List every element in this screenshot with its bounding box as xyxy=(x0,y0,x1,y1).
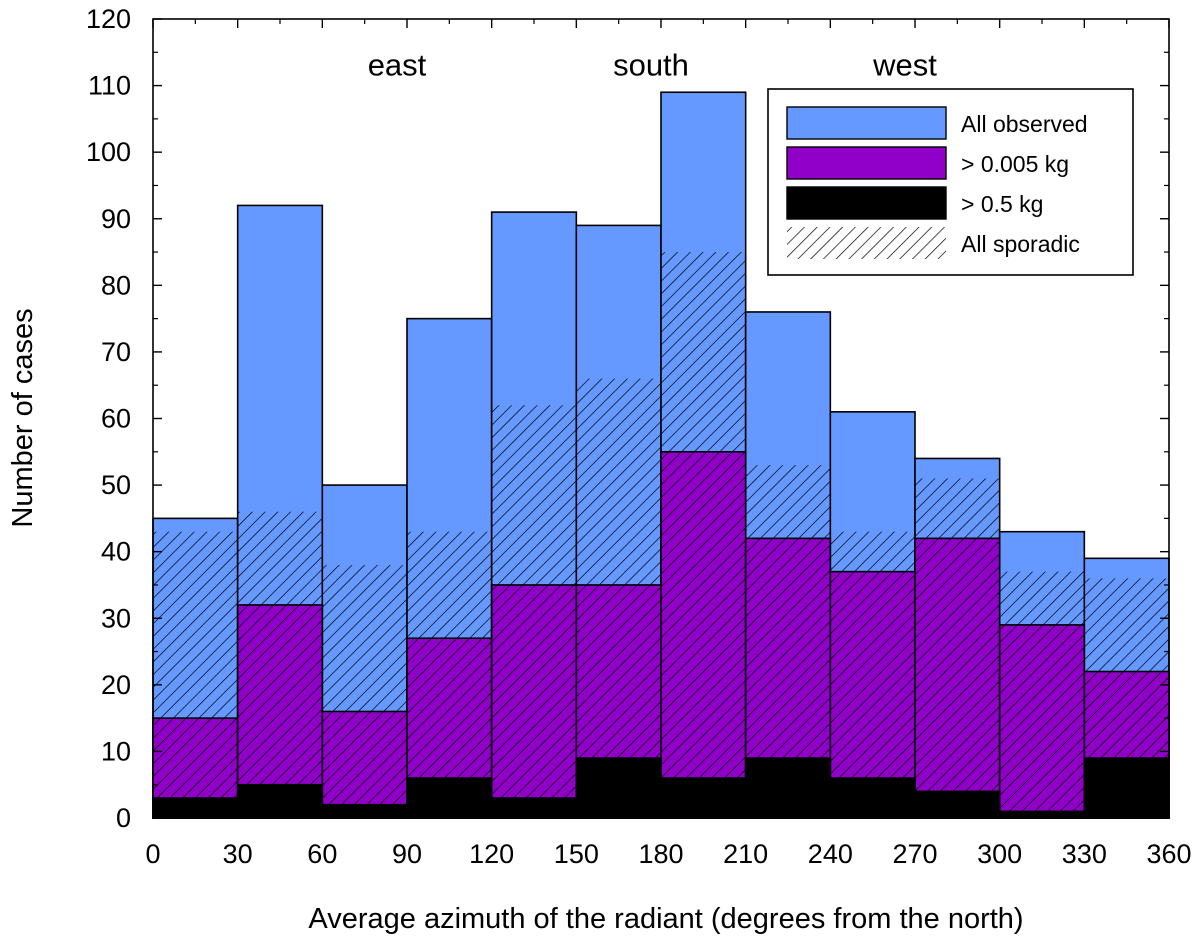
bar-all-sporadic-3 xyxy=(407,531,492,818)
y-tick-label-60: 60 xyxy=(101,404,131,434)
x-tick-label-300: 300 xyxy=(977,839,1022,869)
bar-all-sporadic-8 xyxy=(830,531,915,818)
y-tick-label-110: 110 xyxy=(88,71,131,101)
x-tick-label-60: 60 xyxy=(307,839,337,869)
bar-all-sporadic-6 xyxy=(661,252,746,818)
y-tick-label-0: 0 xyxy=(116,803,131,833)
x-axis-title: Average azimuth of the radiant (degrees … xyxy=(308,903,1023,935)
bar-all-sporadic-0 xyxy=(153,531,238,818)
x-tick-label-0: 0 xyxy=(145,839,160,869)
y-tick-label-90: 90 xyxy=(101,204,131,234)
bar-all-sporadic-1 xyxy=(237,511,323,818)
y-tick-label-40: 40 xyxy=(101,537,131,567)
legend-label-all-observed: All observed xyxy=(961,111,1088,137)
bar-all-sporadic-7 xyxy=(745,465,831,818)
annotation-south: south xyxy=(613,48,689,83)
bar-all-sporadic-5 xyxy=(576,378,661,818)
x-tick-label-150: 150 xyxy=(554,839,599,869)
annotation-east: east xyxy=(368,48,427,83)
x-tick-label-210: 210 xyxy=(723,839,768,869)
y-tick-label-20: 20 xyxy=(101,670,131,700)
bar-all-sporadic-9 xyxy=(915,478,1000,818)
y-tick-label-50: 50 xyxy=(101,470,131,500)
y-axis-title: Number of cases xyxy=(7,308,39,527)
y-tick-label-30: 30 xyxy=(101,603,131,633)
bar-all-sporadic-10 xyxy=(999,571,1085,818)
legend-label-all-sporadic: All sporadic xyxy=(961,231,1080,257)
legend-swatch-0-5-kg xyxy=(786,186,947,220)
x-tick-label-120: 120 xyxy=(469,839,514,869)
x-tick-label-30: 30 xyxy=(223,839,253,869)
legend-swatch-0-005-kg xyxy=(786,146,947,180)
x-tick-label-90: 90 xyxy=(392,839,422,869)
x-tick-label-240: 240 xyxy=(808,839,853,869)
legend: All observed > 0.005 kg > 0.5 kg All sporad… xyxy=(767,88,1134,276)
x-tick-label-330: 330 xyxy=(1062,839,1107,869)
legend-swatch-all-sporadic xyxy=(787,227,946,259)
x-tick-label-270: 270 xyxy=(892,839,937,869)
y-tick-label-80: 80 xyxy=(101,270,131,300)
bar-all-sporadic-2 xyxy=(322,564,407,818)
bar-all-sporadic-11 xyxy=(1084,578,1169,818)
x-tick-label-180: 180 xyxy=(638,839,683,869)
bar-all-sporadic-4 xyxy=(491,405,577,818)
legend-label-0-5-kg: > 0.5 kg xyxy=(961,191,1043,217)
x-tick-label-360: 360 xyxy=(1146,839,1191,869)
y-tick-label-100: 100 xyxy=(86,137,131,167)
y-tick-label-70: 70 xyxy=(101,337,131,367)
direction-annotations: east south west xyxy=(368,48,938,83)
axes: 0 30 60 90 120 150 180 210 240 270 300 330 360 0 10 20 3… xyxy=(86,4,1192,869)
legend-swatch-all-observed xyxy=(786,106,947,140)
annotation-west: west xyxy=(872,48,937,83)
y-tick-label-10: 10 xyxy=(101,736,131,766)
plot-area xyxy=(152,91,1170,819)
y-tick-label-120: 120 xyxy=(86,4,131,34)
legend-label-0-005-kg: > 0.005 kg xyxy=(961,151,1069,177)
